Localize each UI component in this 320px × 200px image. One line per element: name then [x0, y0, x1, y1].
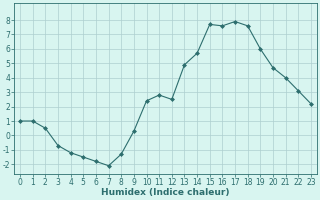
X-axis label: Humidex (Indice chaleur): Humidex (Indice chaleur): [101, 188, 230, 197]
